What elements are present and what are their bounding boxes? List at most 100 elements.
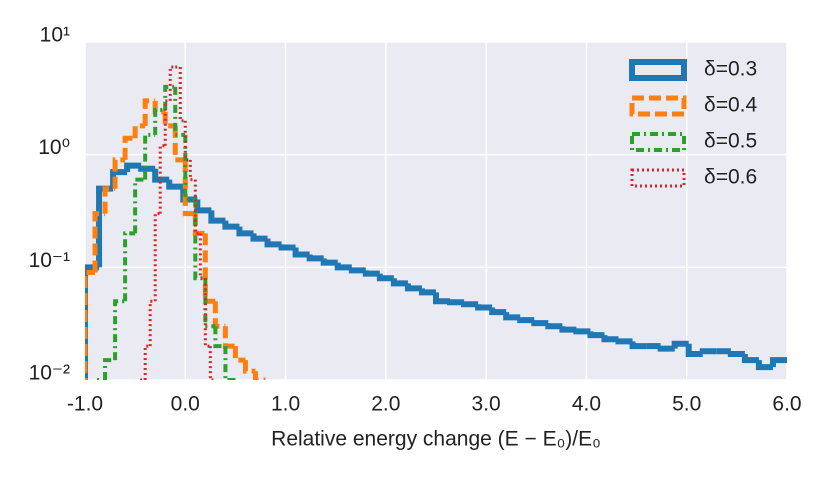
legend-swatch [629, 59, 687, 81]
plot-area [85, 42, 787, 380]
hist-step [222, 220, 240, 230]
hist-step [418, 288, 436, 296]
hist-step [685, 343, 703, 358]
hist-step [203, 278, 216, 329]
legend-label: δ=0.6 [704, 166, 757, 189]
legend-label: δ=0.5 [704, 130, 757, 153]
hist-step [168, 65, 176, 101]
legend-label: δ=0.3 [704, 58, 757, 81]
hist-step [727, 351, 745, 358]
hist-step [250, 233, 268, 242]
hist-step [601, 335, 619, 343]
hist-step [390, 278, 408, 287]
hist-step [208, 210, 226, 224]
hist-step [362, 270, 380, 277]
hist-step [629, 341, 647, 350]
y-tick-label: 10⁰ [38, 136, 70, 159]
legend-swatch [630, 168, 686, 188]
hist-step [278, 244, 296, 251]
hist-step [264, 238, 282, 248]
hist-step [447, 299, 465, 306]
hist-step [163, 84, 176, 110]
hist-step [152, 168, 170, 183]
hist-step [404, 283, 422, 292]
x-tick-label: 0.0 [171, 393, 200, 416]
hist-step [242, 360, 256, 374]
hist-step [172, 125, 186, 163]
hist-step [143, 344, 151, 380]
hist-step [292, 247, 310, 258]
hist-step [573, 328, 591, 335]
hist-step [755, 360, 773, 371]
hist-step [503, 312, 521, 321]
hist-step [517, 317, 535, 324]
y-tick-label: 10¹ [40, 24, 70, 47]
hist-step [153, 212, 161, 302]
hist-step [252, 371, 266, 380]
grid [84, 41, 788, 381]
legend-swatch [629, 95, 687, 117]
hist-step [376, 273, 394, 282]
hist-step [587, 331, 605, 339]
hist-step [531, 320, 549, 327]
hist-step [153, 107, 166, 135]
hist-step [769, 357, 787, 368]
hist-step [461, 301, 479, 308]
x-tick-label: 3.0 [472, 393, 501, 416]
marks [85, 65, 787, 380]
hist-step [173, 86, 186, 137]
hist-step [93, 378, 106, 380]
hist-step [113, 299, 126, 361]
hist-step [102, 186, 116, 214]
hist-step [122, 135, 136, 160]
hist-step [615, 338, 633, 345]
hist-step [188, 159, 196, 182]
hist-step [433, 292, 451, 305]
hist-step [194, 199, 212, 214]
legend-swatch [630, 132, 686, 152]
hist-step [166, 179, 184, 190]
hist-step [545, 323, 563, 330]
hist-step [158, 144, 166, 214]
hist-step [208, 346, 216, 380]
x-tick-label: -1.0 [67, 393, 103, 416]
hist-step [559, 326, 577, 333]
hist-step [138, 165, 156, 172]
y-tick-label: 10⁻² [29, 362, 70, 385]
hist-step [489, 307, 507, 316]
hist-step [671, 340, 689, 349]
hist-step [112, 157, 126, 189]
hist-step [138, 378, 146, 380]
hist-step [142, 98, 156, 126]
hist-step [699, 348, 717, 355]
x-tick-label: 6.0 [772, 393, 801, 416]
hist-step [202, 233, 216, 304]
hist-step [306, 254, 324, 262]
x-tick-label: 4.0 [572, 393, 601, 416]
hist-step [103, 358, 116, 380]
hist-step [320, 258, 338, 266]
hist-step [203, 278, 211, 348]
y-tick-label: 10⁻¹ [29, 249, 70, 272]
hist-step [133, 177, 146, 234]
hist-step [213, 326, 226, 349]
hist-step [475, 304, 493, 311]
hist-step [162, 111, 176, 129]
hist-step [741, 354, 759, 364]
hist-step [92, 211, 106, 273]
hist-step [334, 262, 352, 271]
hist-step [657, 345, 675, 352]
hist-step [348, 267, 366, 274]
hist-step [132, 123, 146, 139]
x-tick-label: 2.0 [371, 393, 400, 416]
hist-step [236, 226, 254, 237]
hist-step [124, 162, 142, 173]
legend-label: δ=0.4 [704, 94, 757, 117]
hist-step [85, 269, 96, 380]
labels: -1.0 0.0 1.0 2.0 3.0 4.0 5.0 6.0 10⁻² 10⁻¹ 10⁰ 10¹ δ… [29, 24, 802, 416]
x-tick-label: 1.0 [271, 393, 300, 416]
x-tick-label: 5.0 [672, 393, 701, 416]
x-axis-label: Relative energy change (E − E₀)/E₀ [271, 428, 601, 451]
hist-step [232, 346, 246, 363]
